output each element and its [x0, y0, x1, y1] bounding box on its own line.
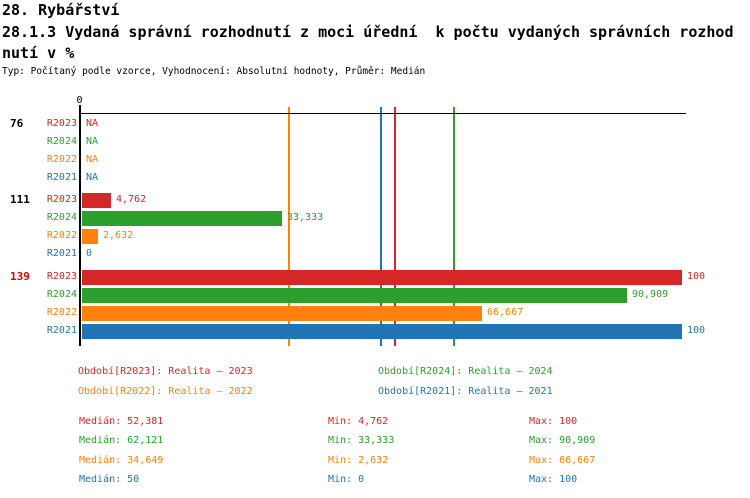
- series-row-label: R2022: [46, 230, 77, 241]
- bar-value-label: 2,632: [103, 230, 134, 241]
- stat-max: Max: 66,667: [529, 455, 596, 466]
- chart-title-line1: 28.1.3 Vydaná správní rozhodnutí z moci …: [2, 23, 734, 41]
- series-row-label: R2021: [46, 172, 77, 183]
- stat-min: Min: 33,333: [328, 435, 395, 446]
- stat-min: Min: 4,762: [328, 416, 389, 427]
- legend-item-r2021: Období[R2021]: Realita – 2021: [378, 386, 553, 397]
- bar-value-label: NA: [86, 154, 99, 165]
- bar-value-label: NA: [86, 118, 99, 129]
- group-count-label: 76: [10, 117, 24, 130]
- bar-value-label: 100: [687, 271, 706, 282]
- median-line-r2023: [394, 107, 396, 346]
- median-line-r2024: [453, 107, 455, 346]
- legend-item-r2024: Období[R2024]: Realita – 2024: [378, 366, 553, 377]
- bar-r2023: [82, 193, 111, 208]
- series-row-label: R2024: [46, 212, 77, 223]
- x-axis-line: [79, 113, 686, 114]
- stat-max: Max: 90,909: [529, 435, 596, 446]
- series-row-label: R2023: [46, 118, 77, 129]
- series-row-label: R2023: [46, 271, 77, 282]
- series-row-label: R2021: [46, 248, 77, 259]
- series-row-label: R2021: [46, 325, 77, 336]
- bar-r2024: [82, 288, 627, 303]
- bar-value-label: 33,333: [287, 212, 324, 223]
- group-count-label: 139: [10, 270, 30, 283]
- stat-min: Min: 2,632: [328, 455, 389, 466]
- bar-chart: 0 76 R2023 NA R2024 NA R2022 NA R2021 NA 111 R2023…: [10, 95, 706, 346]
- chart-meta-info: Typ: Počítaný podle vzorce, Vyhodnocení:…: [2, 66, 426, 77]
- median-line-r2021: [380, 107, 382, 346]
- bar-value-label: 100: [687, 325, 706, 336]
- chart-title-line2: nutí v %: [2, 44, 75, 62]
- bar-value-label: 66,667: [487, 307, 524, 318]
- stat-min: Min: 0: [328, 474, 365, 485]
- legend-item-r2022: Období[R2022]: Realita – 2022: [78, 386, 253, 397]
- bar-r2021: [82, 324, 682, 339]
- stat-max: Max: 100: [529, 474, 578, 485]
- bar-value-label: 90,909: [632, 289, 669, 300]
- bar-value-label: NA: [86, 136, 99, 147]
- stat-max: Max: 100: [529, 416, 578, 427]
- series-row-label: R2022: [46, 307, 77, 318]
- stat-median: Medián: 62,121: [79, 435, 164, 446]
- group-count-label: 111: [10, 193, 30, 206]
- series-row-label: R2022: [46, 154, 77, 165]
- bar-r2024: [82, 211, 282, 226]
- bar-value-label: 0: [86, 248, 93, 259]
- y-axis-line: [79, 105, 81, 346]
- stat-median: Medián: 34,649: [79, 455, 164, 466]
- median-line-r2022: [288, 107, 290, 346]
- legend-item-r2023: Období[R2023]: Realita – 2023: [78, 366, 253, 377]
- stat-median: Medián: 52,381: [79, 416, 164, 427]
- series-row-label: R2023: [46, 194, 77, 205]
- bar-r2023: [82, 270, 682, 285]
- series-row-label: R2024: [46, 136, 77, 147]
- axis-origin-label: 0: [76, 95, 83, 106]
- bar-r2022: [82, 306, 482, 321]
- bar-value-label: NA: [86, 172, 99, 183]
- series-row-label: R2024: [46, 289, 77, 300]
- stat-median: Medián: 50: [79, 474, 140, 485]
- page-title: 28. Rybářství: [2, 1, 120, 19]
- bar-value-label: 4,762: [116, 194, 147, 205]
- bar-r2022: [82, 229, 98, 244]
